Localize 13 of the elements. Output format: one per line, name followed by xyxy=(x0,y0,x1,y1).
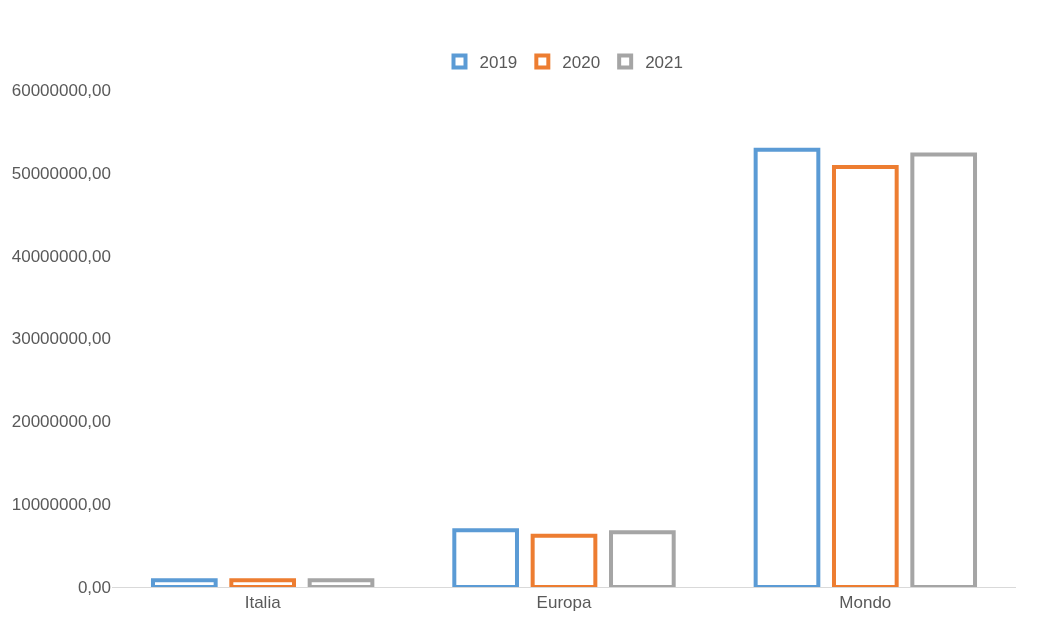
y-tick-label: 60000000,00 xyxy=(11,80,111,100)
legend-label: 2019 xyxy=(479,53,518,73)
legend-label: 2021 xyxy=(645,53,683,73)
y-tick-label: 40000000,00 xyxy=(11,246,111,266)
legend-label: 2020 xyxy=(562,53,601,73)
y-tick-label: 20000000,00 xyxy=(11,412,111,432)
y-tick-label: 30000000,00 xyxy=(11,329,111,349)
y-tick-label: 0,00 xyxy=(77,577,111,597)
y-tick-label: 10000000,00 xyxy=(11,495,111,515)
x-tick-label: Europa xyxy=(536,593,592,613)
y-tick-label: 50000000,00 xyxy=(11,163,111,183)
x-tick-label: Italia xyxy=(244,593,282,613)
x-tick-label: Mondo xyxy=(839,593,892,613)
